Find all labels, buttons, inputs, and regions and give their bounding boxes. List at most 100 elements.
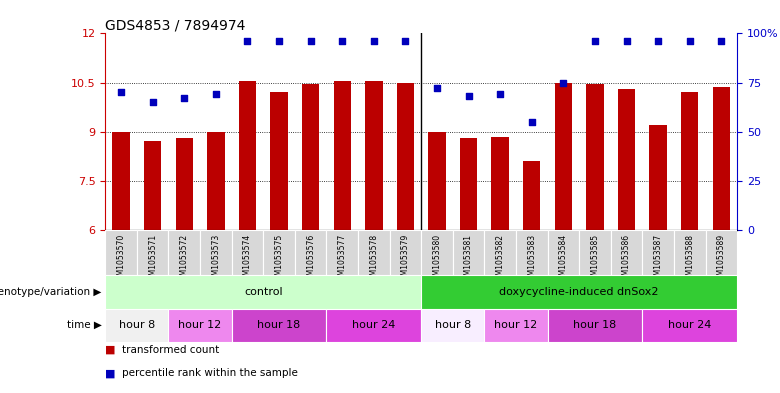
Bar xyxy=(207,132,225,230)
Point xyxy=(115,89,127,95)
Bar xyxy=(643,309,737,342)
Bar xyxy=(200,230,232,275)
Bar xyxy=(112,132,129,230)
Text: GSM1053584: GSM1053584 xyxy=(558,233,568,285)
Text: hour 8: hour 8 xyxy=(119,320,155,330)
Bar xyxy=(137,230,168,275)
Bar xyxy=(232,230,264,275)
Point xyxy=(367,38,380,44)
Text: hour 24: hour 24 xyxy=(352,320,395,330)
Text: ■: ■ xyxy=(105,368,115,378)
Text: GSM1053589: GSM1053589 xyxy=(717,233,726,285)
Bar xyxy=(579,230,611,275)
Point xyxy=(683,38,696,44)
Bar xyxy=(365,81,382,230)
Bar xyxy=(326,230,358,275)
Bar xyxy=(358,230,390,275)
Bar xyxy=(705,230,737,275)
Text: hour 18: hour 18 xyxy=(573,320,616,330)
Bar xyxy=(105,275,421,309)
Text: control: control xyxy=(244,287,282,297)
Bar xyxy=(491,136,509,230)
Bar xyxy=(555,83,572,230)
Bar xyxy=(548,230,579,275)
Text: GSM1053573: GSM1053573 xyxy=(211,233,221,285)
Text: doxycycline-induced dnSox2: doxycycline-induced dnSox2 xyxy=(499,287,659,297)
Text: GSM1053570: GSM1053570 xyxy=(116,233,126,285)
Text: percentile rank within the sample: percentile rank within the sample xyxy=(122,368,298,378)
Point xyxy=(273,38,285,44)
Text: GSM1053583: GSM1053583 xyxy=(527,233,537,285)
Bar xyxy=(302,84,319,230)
Text: hour 8: hour 8 xyxy=(434,320,471,330)
Point xyxy=(210,91,222,97)
Text: GSM1053579: GSM1053579 xyxy=(401,233,410,285)
Text: GSM1053574: GSM1053574 xyxy=(243,233,252,285)
Bar xyxy=(168,309,232,342)
Text: GSM1053585: GSM1053585 xyxy=(590,233,600,285)
Text: GSM1053582: GSM1053582 xyxy=(495,233,505,285)
Text: GDS4853 / 7894974: GDS4853 / 7894974 xyxy=(105,18,246,32)
Bar xyxy=(239,81,256,230)
Bar xyxy=(421,309,484,342)
Bar xyxy=(390,230,421,275)
Point xyxy=(241,38,254,44)
Bar xyxy=(681,92,698,230)
Bar xyxy=(460,138,477,230)
Text: GSM1053578: GSM1053578 xyxy=(369,233,378,285)
Point xyxy=(589,38,601,44)
Point xyxy=(178,95,190,101)
Text: GSM1053588: GSM1053588 xyxy=(685,233,694,285)
Bar xyxy=(428,132,445,230)
Text: transformed count: transformed count xyxy=(122,345,220,355)
Point xyxy=(557,79,569,86)
Text: genotype/variation ▶: genotype/variation ▶ xyxy=(0,287,101,297)
Bar xyxy=(144,141,161,230)
Text: GSM1053576: GSM1053576 xyxy=(306,233,315,285)
Point xyxy=(463,93,475,99)
Text: GSM1053571: GSM1053571 xyxy=(148,233,158,285)
Bar xyxy=(484,309,548,342)
Point xyxy=(304,38,317,44)
Text: ■: ■ xyxy=(105,345,115,355)
Bar xyxy=(516,230,548,275)
Point xyxy=(620,38,633,44)
Bar xyxy=(713,87,730,230)
Text: hour 12: hour 12 xyxy=(179,320,222,330)
Point xyxy=(431,85,443,92)
Point xyxy=(715,38,728,44)
Point xyxy=(336,38,349,44)
Point xyxy=(494,91,506,97)
Bar xyxy=(397,83,414,230)
Bar xyxy=(421,275,737,309)
Bar xyxy=(643,230,674,275)
Bar xyxy=(105,230,137,275)
Bar xyxy=(611,230,643,275)
Bar xyxy=(618,89,635,230)
Text: GSM1053580: GSM1053580 xyxy=(432,233,441,285)
Text: GSM1053581: GSM1053581 xyxy=(464,233,473,285)
Bar xyxy=(334,81,351,230)
Bar xyxy=(484,230,516,275)
Text: GSM1053575: GSM1053575 xyxy=(275,233,284,285)
Text: GSM1053572: GSM1053572 xyxy=(179,233,189,285)
Bar xyxy=(295,230,326,275)
Bar xyxy=(421,230,452,275)
Point xyxy=(147,99,159,105)
Bar xyxy=(105,309,168,342)
Bar xyxy=(271,92,288,230)
Text: hour 12: hour 12 xyxy=(495,320,537,330)
Point xyxy=(526,119,538,125)
Bar xyxy=(264,230,295,275)
Bar xyxy=(674,230,706,275)
Text: GSM1053586: GSM1053586 xyxy=(622,233,631,285)
Bar xyxy=(452,230,484,275)
Text: GSM1053587: GSM1053587 xyxy=(654,233,663,285)
Bar xyxy=(232,309,326,342)
Text: time ▶: time ▶ xyxy=(66,320,101,330)
Bar xyxy=(523,161,541,230)
Bar xyxy=(326,309,421,342)
Bar xyxy=(176,138,193,230)
Text: GSM1053577: GSM1053577 xyxy=(338,233,347,285)
Text: hour 18: hour 18 xyxy=(257,320,300,330)
